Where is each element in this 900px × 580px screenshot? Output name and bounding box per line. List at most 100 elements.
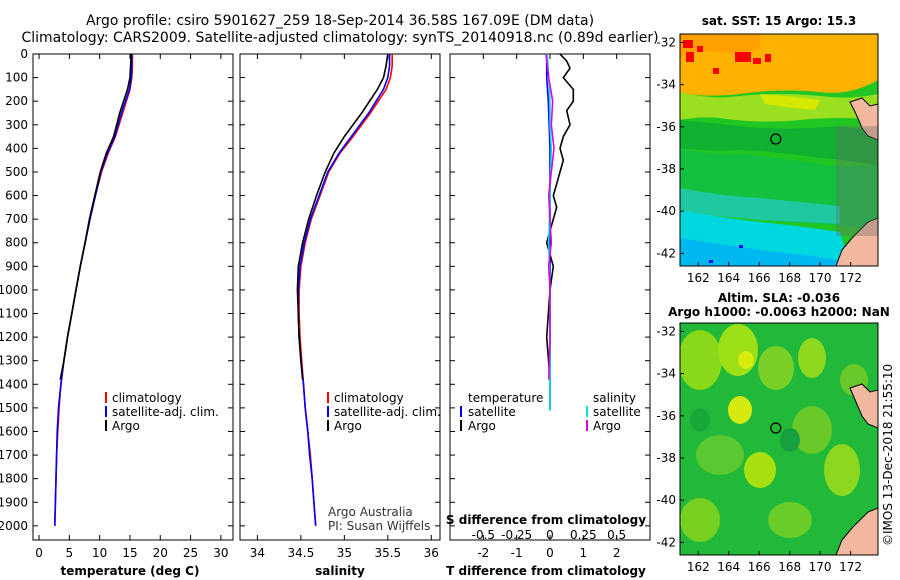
header-line-1: Argo profile: csiro 5901627_259 18-Sep-2…	[86, 13, 594, 29]
legend-salinity-title: salinity	[593, 391, 636, 405]
lat-tick-label: -34	[656, 367, 676, 381]
legend-s-argo-swatch	[586, 420, 588, 431]
x-tick-label: -1	[511, 546, 523, 560]
x2-tick-label: -0.25	[501, 528, 532, 542]
x-tick-label: 35	[337, 546, 352, 560]
lon-tick-label: 170	[809, 271, 832, 285]
t-difference-xlabel: T difference from climatology	[446, 564, 646, 578]
y-tick-label: 1600	[0, 424, 28, 438]
series-line-s-argo	[545, 53, 555, 380]
x-tick-label: 34.5	[288, 546, 315, 560]
lon-tick-label: 172	[839, 560, 862, 574]
salinity-axis-ticks: 34 34.5 35 35.5 36	[240, 53, 440, 560]
legend-satellite-label: satellite-adj. clim.	[112, 405, 219, 419]
s-difference-xlabel: S difference from climatology	[446, 513, 646, 527]
x-tick-label: 0	[546, 546, 554, 560]
x-tick-label: 36	[424, 546, 439, 560]
y-tick-label: 1500	[0, 401, 28, 415]
y-tick-label: 200	[5, 94, 28, 108]
temperature-lines	[54, 53, 134, 526]
sla-map-subtitle: Argo h1000: -0.0063 h2000: NaN	[668, 305, 890, 319]
legend-argo-swatch	[105, 420, 107, 431]
imos-credit: ©IMOS 13-Dec-2018 21:55:10	[881, 364, 895, 546]
legend-climatology-swatch	[327, 392, 329, 403]
x-tick-label: 15	[122, 546, 137, 560]
lon-tick-label: 162	[687, 560, 710, 574]
lon-tick-label: 166	[748, 560, 771, 574]
x-tick-label: 10	[92, 546, 107, 560]
temperature-axis-ticks: 0 5 10 15 20 25 30	[33, 53, 233, 560]
legend-argo-label: Argo	[334, 419, 362, 433]
sst-argo-location-marker	[770, 133, 782, 145]
lon-tick-label: 164	[717, 271, 740, 285]
difference-lines	[545, 53, 575, 411]
legend-satellite-swatch	[105, 406, 107, 417]
x-tick-label: 34	[250, 546, 265, 560]
lon-tick-label: 168	[778, 271, 801, 285]
sst-field	[680, 34, 878, 266]
legend-t-satellite-swatch	[460, 406, 462, 417]
sla-map-ticks: 162 164 166 168 170 172 -32 -34 -36 -38 -40 -42	[656, 324, 862, 574]
lon-tick-label: 164	[717, 560, 740, 574]
lat-tick-label: -34	[656, 78, 676, 92]
lon-tick-label: 166	[748, 271, 771, 285]
x2-tick-label: 0.25	[570, 528, 597, 542]
temperature-legend: climatology satellite-adj. clim. Argo	[105, 391, 219, 433]
legend-s-satellite-label: satellite	[593, 405, 641, 419]
y-tick-label: 1400	[0, 377, 28, 391]
x-tick-label: 25	[183, 546, 198, 560]
y-tick-label: 1200	[0, 330, 28, 344]
x-tick-label: 20	[153, 546, 168, 560]
lat-tick-label: -36	[656, 409, 676, 423]
lon-tick-label: 170	[809, 560, 832, 574]
y-tick-label: 600	[5, 189, 28, 203]
sst-map-frame	[679, 33, 879, 267]
y-tick-label: 800	[5, 236, 28, 250]
x-tick-label: 2	[613, 546, 621, 560]
lat-tick-label: -36	[656, 120, 676, 134]
x-tick-label: -2	[477, 546, 489, 560]
legend-argo-label: Argo	[112, 419, 140, 433]
y-tick-label: 300	[5, 118, 28, 132]
y-tick-label: 1100	[0, 307, 28, 321]
legend-climatology-label: climatology	[112, 391, 182, 405]
temperature-panel: 0100200300400500600700800900100011001200…	[0, 47, 234, 578]
difference-panel: -2 -1 0 1 2 -0.5 -0.25 0 0.25 0.5 T difference fr…	[446, 53, 651, 578]
legend-temperature-title: temperature	[468, 391, 543, 405]
y-tick-label: 900	[5, 259, 28, 273]
salinity-xlabel: salinity	[315, 564, 365, 578]
lon-tick-label: 162	[687, 271, 710, 285]
x-tick-label: 1	[580, 546, 588, 560]
legend-t-satellite-label: satellite	[468, 405, 516, 419]
lon-tick-label: 172	[839, 271, 862, 285]
lat-tick-label: -38	[656, 451, 676, 465]
salinity-lines	[296, 53, 394, 526]
legend-satellite-label: satellite-adj. clim.	[334, 405, 441, 419]
y-tick-label: 700	[5, 212, 28, 226]
x-tick-label: 35.5	[374, 546, 401, 560]
x-tick-label: 0	[35, 546, 43, 560]
x2-tick-label: -0.5	[472, 528, 495, 542]
legend-satellite-swatch	[327, 406, 329, 417]
credit-pi: PI: Susan Wijffels	[328, 519, 430, 533]
depth-axis-ticks: 0 100 200 300 400 500 600 700 800 900 1000 1100 1200…	[0, 47, 28, 533]
series-line-argo	[59, 53, 132, 380]
sst-map-ticks: 162 164 166 168 170 172 -32 -34 -36 -38 -40 -42	[656, 35, 862, 285]
lat-tick-label: -32	[656, 35, 676, 49]
x2-tick-label: 0	[546, 528, 554, 542]
legend-t-argo-label: Argo	[468, 419, 496, 433]
y-tick-label: 100	[5, 71, 28, 85]
temperature-frame	[32, 53, 234, 541]
lat-tick-label: -40	[656, 204, 676, 218]
y-tick-label: 1900	[0, 495, 28, 509]
lat-tick-label: -38	[656, 162, 676, 176]
y-tick-label: 0	[20, 47, 28, 61]
sla-map-frame	[679, 322, 879, 556]
header-line-2: Climatology: CARS2009. Satellite-adjuste…	[21, 30, 658, 46]
sst-map-title: sat. SST: 15 Argo: 15.3	[702, 14, 856, 28]
lat-tick-label: -32	[656, 324, 676, 338]
sla-map-panel: Altim. SLA: -0.036 Argo h1000: -0.0063 h…	[656, 291, 889, 574]
y-tick-label: 400	[5, 141, 28, 155]
